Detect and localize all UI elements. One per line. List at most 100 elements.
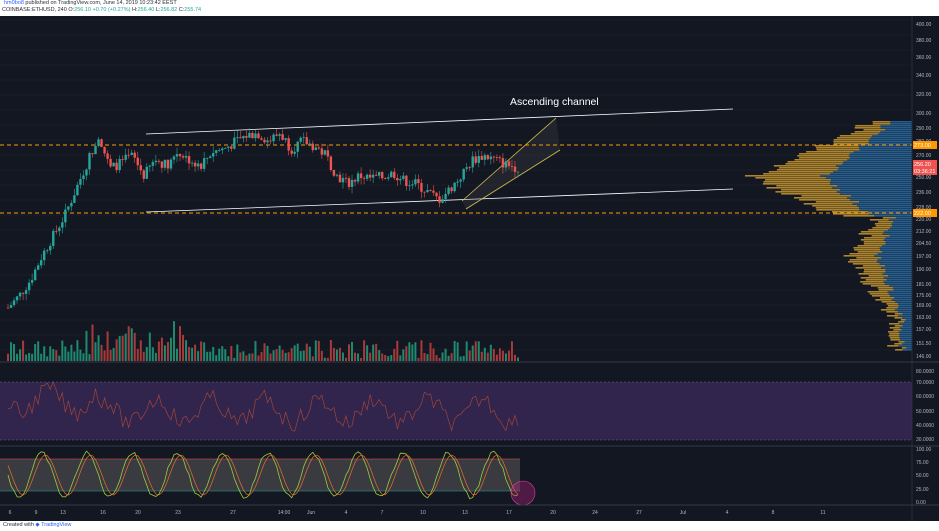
- time-axis-label: 11: [820, 510, 825, 516]
- volume-profile-bar: [887, 229, 912, 231]
- stoch-highlight-circle[interactable]: [510, 480, 536, 506]
- volume-profile-bar: [801, 195, 852, 197]
- volume-profile-bar: [820, 175, 912, 177]
- volume-bar: [308, 346, 311, 361]
- volume-profile-bar: [854, 249, 881, 251]
- price-axis[interactable]: 400.00 380.00 360.00 340.00 320.00 300.00 290.…: [916, 22, 932, 360]
- candle-body: [121, 158, 124, 160]
- volume-bar: [465, 341, 468, 361]
- volume-bar: [121, 335, 124, 361]
- volume-profile-bar: [860, 231, 884, 233]
- time-axis[interactable]: 6 9 13 16 20 23 27 14:00 Jun 4 7 10 13 17 20 24 27 Jul 4 8 1…: [9, 510, 826, 516]
- footer-brand-link[interactable]: TradingView: [41, 522, 72, 528]
- volume-profile-bar: [897, 311, 912, 313]
- volume-profile-bar: [852, 263, 880, 265]
- volume-profile-bar: [847, 197, 912, 199]
- annotation-text[interactable]: Ascending channel: [510, 96, 599, 108]
- volume-profile-bar: [889, 285, 912, 287]
- volume-profile-bar: [877, 259, 912, 261]
- volume-bar: [70, 344, 73, 361]
- price-axis-label: 175.00: [916, 293, 932, 299]
- volume-profile-bar: [854, 131, 881, 133]
- candle-body: [323, 150, 327, 155]
- volume-profile-bar: [815, 201, 860, 203]
- volume-profile-bar: [871, 235, 890, 237]
- price-axis-label: 228.00: [916, 205, 932, 211]
- volume-profile-bar: [894, 297, 912, 299]
- volume-profile-bar: [860, 277, 884, 279]
- candle-body: [43, 250, 46, 261]
- author-link[interactable]: hm0bo8: [4, 0, 24, 6]
- volume-profile-bar: [868, 213, 912, 215]
- volume-bar: [417, 357, 420, 361]
- volume-profile-bar: [868, 139, 912, 141]
- volume-profile-bar: [776, 169, 838, 171]
- volume-profile-bar: [857, 205, 912, 207]
- small-channel-upper-line[interactable]: [461, 117, 557, 202]
- volume-bar: [55, 350, 58, 361]
- chart-area[interactable]: Ascending channel 400.00 380.00 360.00 340.…: [0, 16, 939, 521]
- volume-profile-bar: [833, 171, 912, 173]
- candle-body: [212, 153, 215, 157]
- volume-bar: [396, 340, 399, 361]
- close-label: C:: [178, 7, 185, 13]
- candle-body: [172, 156, 176, 160]
- candle-body: [49, 245, 52, 251]
- candle-body: [278, 134, 281, 136]
- time-axis-label: 6: [9, 510, 12, 516]
- volume-bar: [290, 348, 293, 361]
- price-tag-bottom-level: 222.00: [913, 209, 937, 217]
- channel-upper-line[interactable]: [145, 108, 734, 135]
- candle-body: [326, 150, 330, 157]
- volume-bar: [209, 351, 212, 361]
- volume-profile-bar: [888, 219, 912, 221]
- candle-body: [465, 167, 468, 169]
- volume-bar: [414, 342, 417, 361]
- volume-bar: [513, 354, 516, 361]
- high-value: 256.40: [137, 7, 155, 13]
- volume-bar: [462, 355, 465, 361]
- rsi-axis[interactable]: 80.0000 70.0000 60.0000 50.0000 40.0000 30.00…: [916, 369, 934, 443]
- volume-profile-bar: [894, 325, 903, 327]
- candle-body: [492, 156, 496, 158]
- volume-bar: [142, 351, 145, 361]
- volume-profile-bar: [855, 267, 881, 269]
- candle-body: [435, 192, 438, 197]
- volume-profile-bar: [895, 217, 912, 219]
- volume-bar: [64, 346, 67, 361]
- volume-profile-bar: [867, 291, 888, 293]
- volume-bar: [366, 345, 369, 361]
- candle-body: [46, 250, 49, 252]
- volume-bar: [49, 346, 52, 361]
- volume-profile-bar: [830, 181, 912, 183]
- small-channel-lower-line[interactable]: [465, 149, 561, 210]
- volume-bar: [468, 350, 471, 361]
- volume-bar: [227, 356, 230, 361]
- candle-body: [218, 150, 221, 151]
- volume-bar: [510, 341, 513, 361]
- volume-profile-bar: [899, 327, 912, 329]
- price-axis-label: 220.00: [916, 217, 932, 223]
- time-axis-label: 20: [550, 510, 556, 516]
- candle-body: [314, 147, 318, 151]
- tradingview-logo-icon[interactable]: ◆: [35, 522, 40, 528]
- rsi-axis-label: 70.0000: [916, 380, 934, 386]
- volume-bar: [242, 351, 245, 361]
- volume-profile-bar: [837, 185, 912, 187]
- price-axis-label: 236.00: [916, 190, 932, 196]
- candle-body: [374, 174, 378, 176]
- candle-body: [103, 147, 106, 154]
- volume-profile-bar: [848, 155, 912, 157]
- candle-body: [284, 138, 287, 140]
- stoch-axis[interactable]: 100.00 75.00 50.00 25.00 0.00: [916, 447, 932, 506]
- volume-bar: [517, 357, 519, 361]
- volume-profile-bar: [883, 231, 912, 233]
- candle-body: [242, 135, 245, 139]
- candle-body: [112, 162, 115, 167]
- candle-body: [305, 137, 308, 145]
- volume-profile-bar: [766, 187, 832, 189]
- chart-canvas[interactable]: Ascending channel 400.00 380.00 360.00 340.…: [0, 16, 939, 521]
- volume-bar: [61, 340, 64, 361]
- volume-bar: [450, 353, 453, 361]
- volume-bar: [28, 352, 31, 361]
